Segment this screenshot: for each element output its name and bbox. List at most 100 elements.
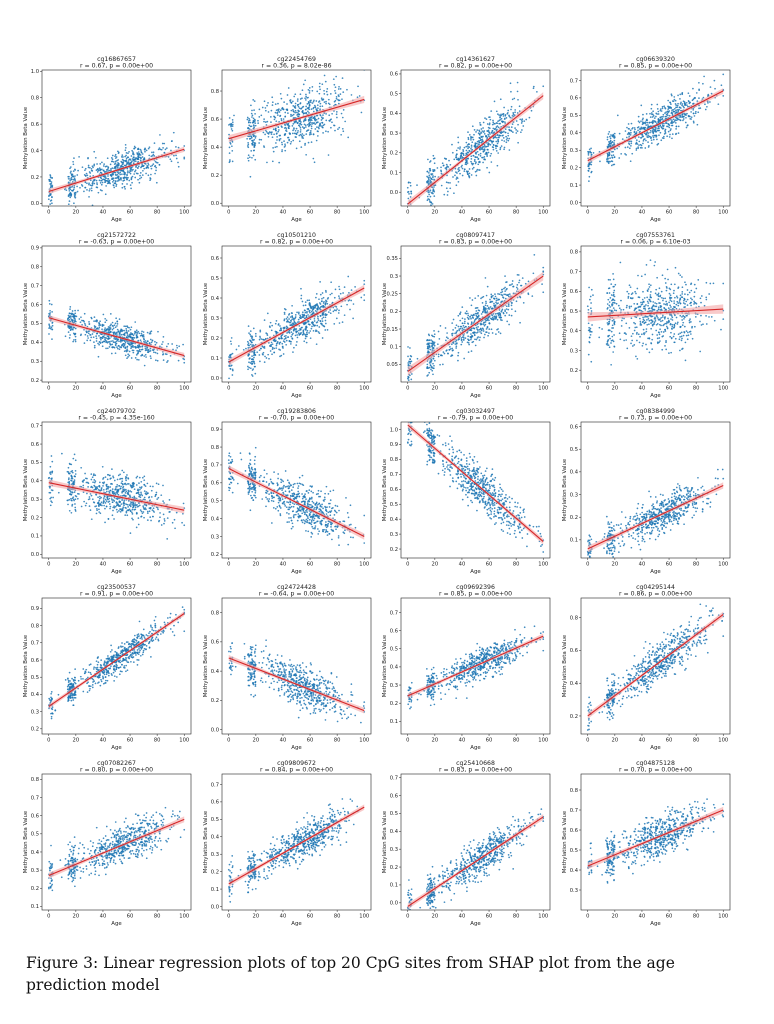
data-point — [482, 323, 485, 326]
data-point — [249, 330, 252, 332]
data-point — [498, 136, 500, 139]
x-axis-label: Age — [111, 217, 122, 223]
data-point — [304, 95, 307, 98]
data-point — [310, 310, 313, 313]
data-point — [321, 122, 323, 124]
data-point — [341, 77, 343, 79]
data-point — [431, 191, 433, 194]
data-point — [482, 135, 484, 138]
data-point — [321, 324, 324, 327]
data-point — [132, 351, 135, 354]
data-point — [656, 108, 659, 110]
data-point — [334, 75, 337, 78]
data-point — [124, 146, 127, 149]
data-point — [613, 156, 615, 159]
data-point — [510, 90, 512, 93]
data-point — [125, 152, 128, 154]
data-point — [449, 182, 451, 184]
x-tick-label: 60 — [486, 210, 493, 216]
data-point — [134, 345, 137, 348]
data-point — [252, 138, 255, 141]
data-point — [133, 158, 135, 160]
data-point — [475, 338, 478, 341]
data-point — [479, 155, 482, 157]
data-point — [139, 350, 142, 353]
data-point — [494, 136, 497, 139]
data-point — [407, 355, 409, 358]
data-point — [477, 295, 480, 297]
data-point — [321, 313, 323, 316]
x-tick-label: 20 — [73, 386, 80, 392]
data-point — [320, 322, 323, 325]
data-point — [483, 321, 485, 324]
data-point — [510, 304, 513, 307]
data-point — [143, 148, 146, 151]
data-point — [118, 344, 120, 347]
data-point — [499, 122, 501, 125]
data-point — [275, 320, 277, 322]
data-point — [132, 336, 134, 339]
data-point — [427, 208, 429, 210]
data-point — [134, 170, 136, 173]
data-point — [464, 163, 467, 166]
data-point — [489, 155, 492, 157]
data-point — [145, 149, 148, 152]
data-point — [447, 337, 449, 340]
data-point — [266, 353, 269, 356]
data-point — [430, 177, 432, 180]
data-point — [100, 338, 102, 341]
data-point — [635, 131, 637, 133]
data-point — [628, 143, 630, 146]
data-point — [284, 129, 287, 132]
data-point — [230, 145, 233, 148]
data-point — [250, 116, 253, 118]
data-point — [639, 136, 642, 139]
data-point — [308, 122, 310, 124]
data-point — [276, 126, 279, 128]
data-point — [146, 331, 149, 334]
data-point — [313, 123, 316, 125]
data-point — [102, 313, 105, 316]
data-point — [93, 150, 96, 153]
data-point — [507, 132, 509, 135]
data-point — [317, 117, 319, 120]
data-point — [154, 351, 157, 354]
data-point — [533, 253, 536, 256]
data-point — [131, 149, 133, 152]
data-point — [253, 120, 256, 123]
data-point — [508, 149, 511, 151]
data-point — [141, 174, 144, 176]
data-point — [143, 355, 146, 357]
data-point — [299, 121, 302, 123]
data-point — [609, 139, 612, 142]
data-point — [130, 357, 133, 359]
data-point — [339, 88, 341, 90]
data-point — [126, 357, 128, 360]
data-point — [110, 167, 112, 170]
data-point — [274, 111, 276, 114]
data-point — [335, 317, 338, 320]
data-point — [68, 318, 71, 321]
data-point — [119, 331, 121, 334]
data-point — [666, 111, 669, 113]
data-point — [90, 189, 93, 192]
data-point — [67, 314, 70, 317]
data-point — [294, 136, 297, 139]
data-point — [607, 144, 610, 146]
data-point — [134, 146, 137, 149]
data-point — [470, 317, 472, 320]
data-point — [605, 160, 608, 163]
data-point — [138, 348, 141, 351]
data-point — [287, 139, 290, 142]
data-point — [473, 160, 476, 163]
data-point — [682, 100, 684, 103]
data-point — [167, 360, 169, 362]
data-point — [290, 324, 292, 326]
data-point — [639, 120, 642, 123]
x-tick-label: 40 — [279, 386, 286, 392]
data-point — [464, 337, 467, 339]
data-point — [470, 174, 473, 176]
data-point — [646, 141, 649, 144]
data-point — [72, 170, 75, 172]
data-point — [321, 99, 324, 101]
